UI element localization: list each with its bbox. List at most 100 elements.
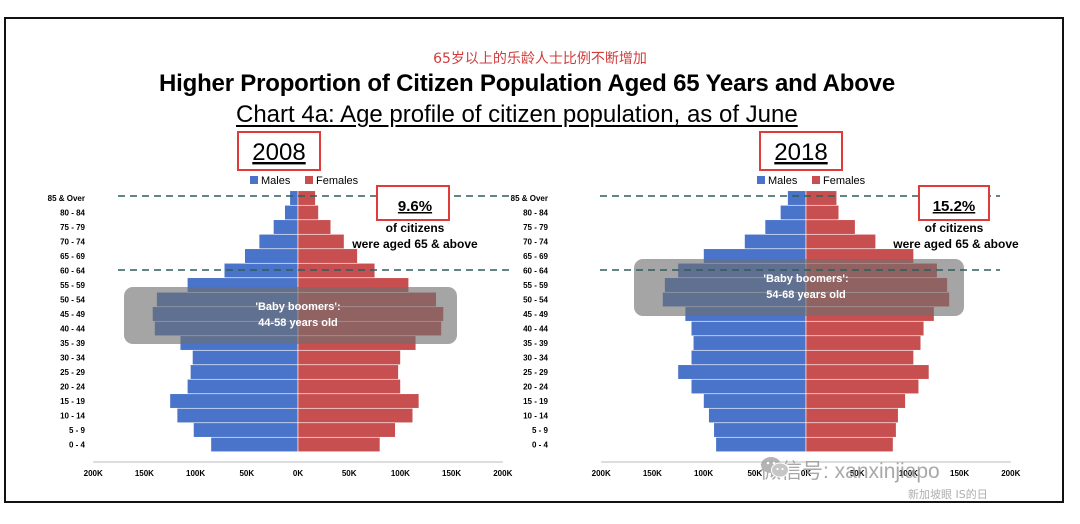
age-group-label: 65 - 69 bbox=[60, 252, 85, 261]
age-group-label: 40 - 44 bbox=[523, 325, 548, 334]
bar-male bbox=[692, 335, 807, 351]
x-tick-label: 200K bbox=[493, 469, 512, 478]
age-group-label: 80 - 84 bbox=[60, 209, 85, 218]
age-group-label: 75 - 79 bbox=[60, 223, 85, 232]
bar-male bbox=[703, 393, 807, 409]
x-tick-label: 200K bbox=[84, 469, 103, 478]
bar-male bbox=[690, 320, 807, 337]
baby-boomers-band bbox=[124, 287, 457, 344]
bar-male bbox=[677, 364, 807, 380]
callout-box bbox=[918, 185, 990, 221]
bar-male bbox=[284, 204, 299, 221]
x-tick-label: 0K bbox=[293, 469, 303, 478]
x-tick-label: 50K bbox=[850, 469, 865, 478]
bar-male bbox=[187, 378, 299, 395]
bar-male bbox=[715, 436, 807, 453]
bar-female bbox=[805, 320, 925, 337]
age-group-label: 85 & Over bbox=[511, 194, 548, 203]
chinese-subtitle: 65岁以上的乐龄人士比例不断增加 bbox=[433, 51, 647, 67]
bar-female bbox=[805, 422, 897, 438]
callout-text-line1: of citizens bbox=[386, 221, 445, 235]
age-group-label: 15 - 19 bbox=[60, 397, 85, 406]
page-title: Higher Proportion of Citizen Population … bbox=[159, 70, 895, 97]
bar-female bbox=[805, 436, 894, 453]
year-label: 2018 bbox=[774, 139, 827, 166]
callout-box bbox=[376, 185, 450, 221]
bar-male bbox=[273, 219, 299, 235]
age-group-label: 35 - 39 bbox=[60, 339, 85, 348]
bar-female bbox=[297, 364, 399, 380]
age-group-label: 25 - 29 bbox=[60, 368, 85, 377]
bar-female bbox=[805, 393, 906, 409]
callout-text-line2: were aged 65 & above bbox=[351, 237, 478, 251]
bar-male bbox=[169, 393, 299, 409]
bar-male bbox=[192, 349, 299, 366]
bar-female bbox=[805, 378, 920, 395]
legend-label-females: Females bbox=[823, 175, 866, 187]
age-group-label: 60 - 64 bbox=[523, 267, 548, 276]
age-group-label: 0 - 4 bbox=[532, 441, 549, 450]
bar-female bbox=[805, 407, 899, 424]
bar-female bbox=[297, 378, 401, 395]
age-group-label: 45 - 49 bbox=[60, 310, 85, 319]
bar-female bbox=[297, 393, 420, 409]
bar-male bbox=[244, 248, 299, 264]
legend-swatch-females bbox=[305, 176, 313, 184]
age-group-label: 85 & Over bbox=[48, 194, 85, 203]
age-group-label: 60 - 64 bbox=[60, 267, 85, 276]
bar-male bbox=[190, 364, 299, 380]
age-group-label: 50 - 54 bbox=[523, 296, 548, 305]
age-group-label: 70 - 74 bbox=[60, 238, 85, 247]
bar-female bbox=[805, 233, 876, 250]
baby-boomers-label: 'Baby boomers': bbox=[763, 273, 848, 285]
bar-male bbox=[210, 436, 299, 453]
bar-female bbox=[805, 349, 914, 366]
callout-percentage: 15.2% bbox=[933, 198, 976, 215]
x-tick-label: 100K bbox=[899, 469, 918, 478]
bar-female bbox=[297, 204, 319, 221]
age-group-label: 20 - 24 bbox=[60, 383, 85, 392]
age-group-label: 65 - 69 bbox=[523, 252, 548, 261]
bar-male bbox=[176, 407, 299, 424]
bar-male bbox=[713, 422, 807, 438]
bar-female bbox=[297, 190, 316, 206]
legend-label-males: Males bbox=[261, 175, 291, 187]
callout-text-line1: of citizens bbox=[925, 221, 984, 235]
bar-female bbox=[297, 407, 414, 424]
age-group-label: 45 - 49 bbox=[523, 310, 548, 319]
watermark-secondary: 新加坡眼 IS的日 bbox=[908, 488, 988, 501]
x-tick-label: 200K bbox=[592, 469, 611, 478]
x-tick-label: 200K bbox=[1001, 469, 1020, 478]
bar-male bbox=[690, 349, 807, 366]
age-group-label: 55 - 59 bbox=[60, 281, 85, 290]
age-group-label: 5 - 9 bbox=[69, 426, 86, 435]
baby-boomers-age-range: 54-68 years old bbox=[766, 289, 846, 301]
bar-female bbox=[297, 248, 358, 264]
bar-male bbox=[289, 190, 299, 206]
bar-male bbox=[764, 219, 807, 235]
age-group-label: 10 - 14 bbox=[60, 412, 85, 421]
bar-male bbox=[708, 407, 807, 424]
age-group-label: 80 - 84 bbox=[523, 209, 548, 218]
age-group-label: 25 - 29 bbox=[523, 368, 548, 377]
age-group-label: 10 - 14 bbox=[523, 412, 548, 421]
legend-swatch-males bbox=[250, 176, 258, 184]
year-label-box bbox=[237, 131, 321, 171]
year-label: 2008 bbox=[252, 139, 305, 166]
legend-label-males: Males bbox=[768, 175, 798, 187]
bar-male bbox=[780, 204, 807, 221]
bar-female bbox=[297, 219, 332, 235]
age-group-label: 70 - 74 bbox=[523, 238, 548, 247]
chart-frame bbox=[4, 17, 1064, 503]
watermark-text: 微信号: xanxinjiapo bbox=[760, 460, 940, 483]
bar-female bbox=[805, 335, 922, 351]
bar-male bbox=[690, 378, 807, 395]
age-group-label: 75 - 79 bbox=[523, 223, 548, 232]
legend-swatch-females bbox=[812, 176, 820, 184]
legend-label-females: Females bbox=[316, 175, 359, 187]
bar-male bbox=[193, 422, 299, 438]
age-group-label: 50 - 54 bbox=[60, 296, 85, 305]
bar-female bbox=[297, 436, 381, 453]
x-tick-label: 0K bbox=[801, 469, 811, 478]
